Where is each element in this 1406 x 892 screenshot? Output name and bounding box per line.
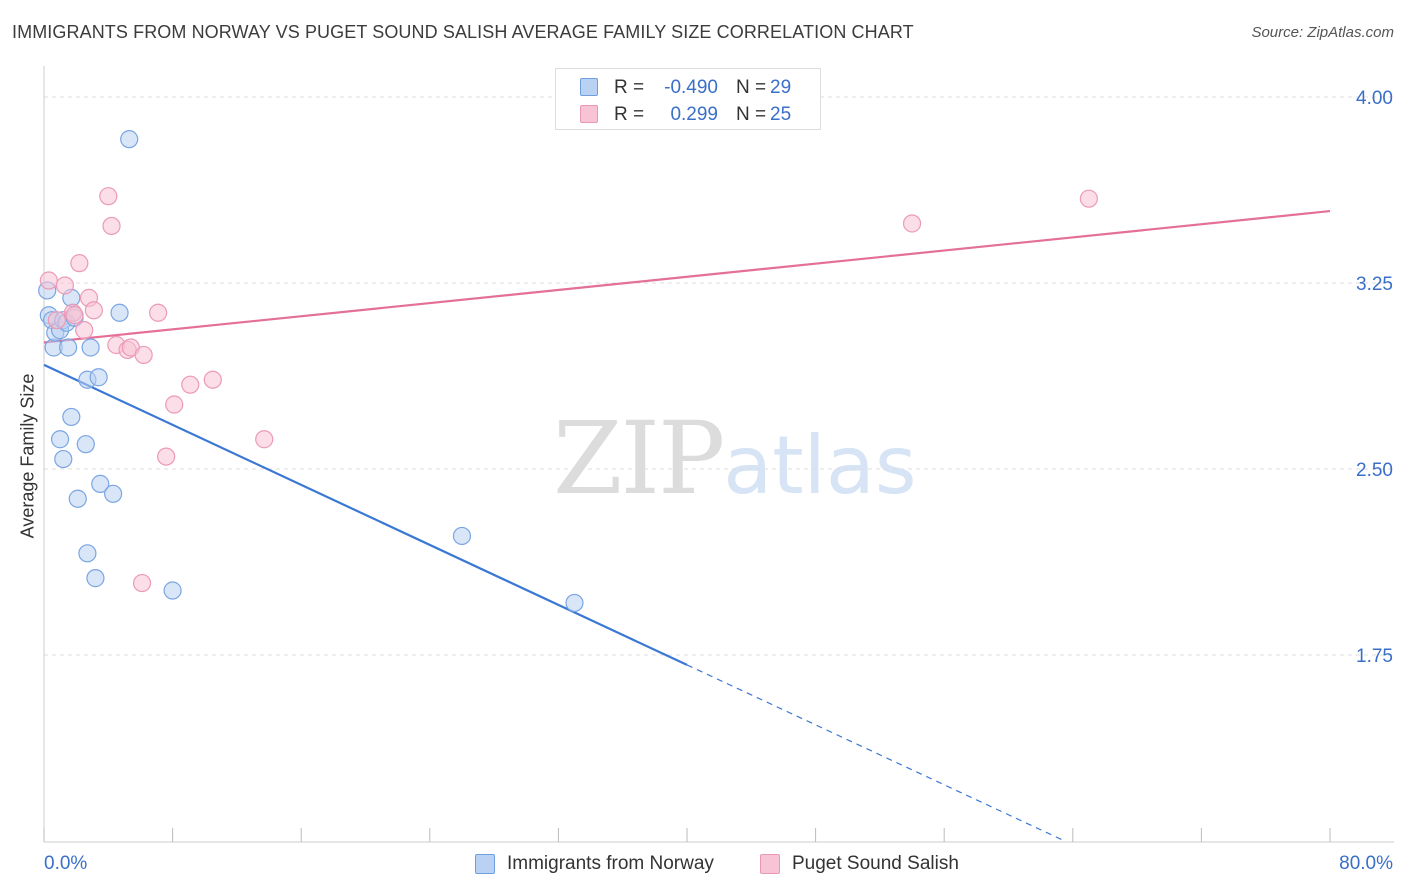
legend-r-label: R = (614, 77, 645, 98)
salish-point (70, 254, 89, 273)
salish-point (134, 345, 153, 365)
legend-r-value: -0.490 (664, 77, 718, 98)
salish-point (65, 306, 84, 325)
norway-trendline (43, 363, 688, 666)
legend-r-value: 0.299 (670, 104, 718, 125)
norway-point (62, 407, 81, 427)
bottom-legend-label-salish: Puget Sound Salish (792, 853, 959, 874)
salish-point (165, 395, 184, 414)
salish-point (255, 430, 274, 449)
axis-layer (43, 66, 1394, 843)
legend-swatch-norway (580, 78, 598, 96)
y-tick-label: 4.00 (1356, 88, 1393, 109)
legend-row-norway: R = -0.490 N = 29 (556, 75, 820, 101)
source-label: Source: ZipAtlas.com (1251, 24, 1394, 41)
norway-point (163, 581, 182, 600)
salish-point (39, 271, 58, 290)
salish-point (181, 375, 200, 394)
watermark-zip: ZIP (553, 400, 725, 517)
y-axis-label: Average Family Size (17, 373, 38, 539)
bottom-legend-swatch-salish (760, 854, 780, 874)
salish-point (132, 573, 152, 593)
legend-n-value: 29 (770, 77, 792, 98)
norway-point (76, 435, 95, 454)
salish-point (157, 447, 176, 466)
norway-point (59, 338, 78, 357)
norway-trendline-extension (686, 664, 1066, 842)
norway-point (50, 430, 70, 449)
norway-point (120, 130, 139, 149)
salish-point (55, 276, 74, 295)
salish-point (84, 301, 103, 320)
y-tick-label: 2.50 (1356, 460, 1393, 481)
legend-n-label: N = (736, 77, 767, 98)
point-layer (38, 130, 1098, 613)
bottom-legend-swatch-norway (475, 854, 495, 874)
y-tick-label: 1.75 (1356, 646, 1393, 667)
salish-trendline (43, 209, 1331, 344)
salish-point (902, 214, 922, 233)
grid-layer (44, 96, 1394, 656)
chart-title: IMMIGRANTS FROM NORWAY VS PUGET SOUND SA… (12, 22, 914, 42)
salish-point (149, 303, 168, 322)
norway-point (86, 569, 105, 588)
x-tick-label-max: 80.0% (1339, 853, 1393, 874)
norway-point (78, 544, 97, 563)
norway-point (89, 368, 108, 387)
salish-point (203, 370, 222, 389)
norway-point (565, 593, 584, 613)
y-tick-label: 3.25 (1356, 274, 1393, 295)
norway-point (91, 474, 110, 493)
x-tick-label-min: 0.0% (44, 853, 87, 874)
legend-n-label: N = (736, 104, 767, 125)
bottom-legend-label-norway: Immigrants from Norway (507, 853, 714, 874)
legend-swatch-salish (580, 105, 598, 123)
correlation-legend: R = -0.490 N = 29 R = 0.299 N = 25 (555, 68, 821, 130)
trend-layer (43, 209, 1331, 842)
legend-row-salish: R = 0.299 N = 25 (556, 102, 820, 128)
watermark-atlas: atlas (723, 419, 917, 512)
legend-r-label: R = (614, 104, 645, 125)
norway-point (110, 303, 129, 322)
norway-point (54, 449, 73, 469)
salish-point (102, 216, 121, 236)
salish-point (1079, 189, 1098, 208)
watermark: ZIPatlas (553, 400, 917, 517)
label-layer: 4.00 3.25 2.50 1.75 0.0% 80.0% (44, 88, 1393, 874)
legend-n-value: 25 (770, 104, 792, 125)
salish-point (75, 321, 94, 340)
norway-point (104, 484, 123, 503)
salish-point (99, 187, 118, 206)
norway-point (452, 526, 472, 546)
norway-point (68, 489, 87, 508)
norway-point (81, 338, 100, 357)
salish-point (47, 311, 66, 330)
